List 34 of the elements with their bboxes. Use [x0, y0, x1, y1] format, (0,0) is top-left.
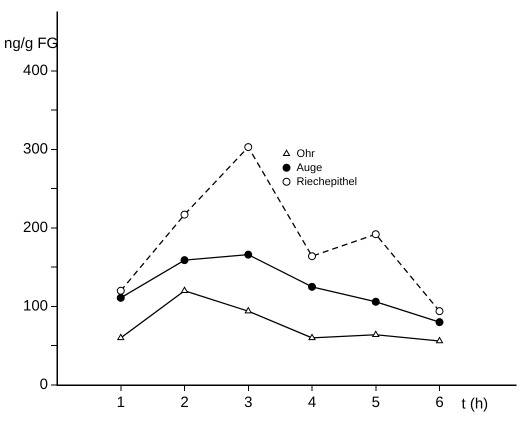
point	[117, 334, 124, 340]
point	[244, 143, 252, 152]
x-axis-title: t (h)	[462, 396, 488, 413]
point	[244, 250, 252, 259]
point	[372, 230, 380, 238]
point	[436, 337, 444, 344]
point	[436, 307, 444, 316]
point	[436, 318, 444, 326]
point	[116, 294, 125, 302]
point	[180, 256, 189, 264]
y-tick-label: 100	[22, 298, 48, 315]
point	[180, 210, 189, 219]
x-tick-label: 1	[116, 394, 125, 412]
point	[372, 330, 380, 337]
x-tick-label: 2	[180, 394, 189, 412]
legend-label: Riechepithel	[296, 176, 358, 188]
legend-label: Ohr	[296, 148, 316, 160]
x-tick-label: 6	[435, 394, 444, 412]
legend-label: Auge	[296, 162, 322, 174]
point	[308, 282, 316, 291]
x-tick-label: 3	[244, 394, 252, 412]
point	[116, 286, 125, 295]
x-tick-label: 4	[308, 394, 316, 412]
y-tick-label: 200	[22, 219, 48, 236]
y-axis-title: ng/g FG	[4, 35, 58, 52]
point	[244, 307, 252, 314]
y-tick-label: 400	[22, 62, 48, 80]
y-tick-label: 0	[40, 376, 48, 394]
y-tick-label: 300	[22, 140, 48, 158]
point	[372, 298, 380, 306]
point	[308, 334, 316, 340]
x-tick-label: 5	[372, 394, 380, 412]
point	[180, 286, 188, 294]
point	[308, 252, 316, 260]
